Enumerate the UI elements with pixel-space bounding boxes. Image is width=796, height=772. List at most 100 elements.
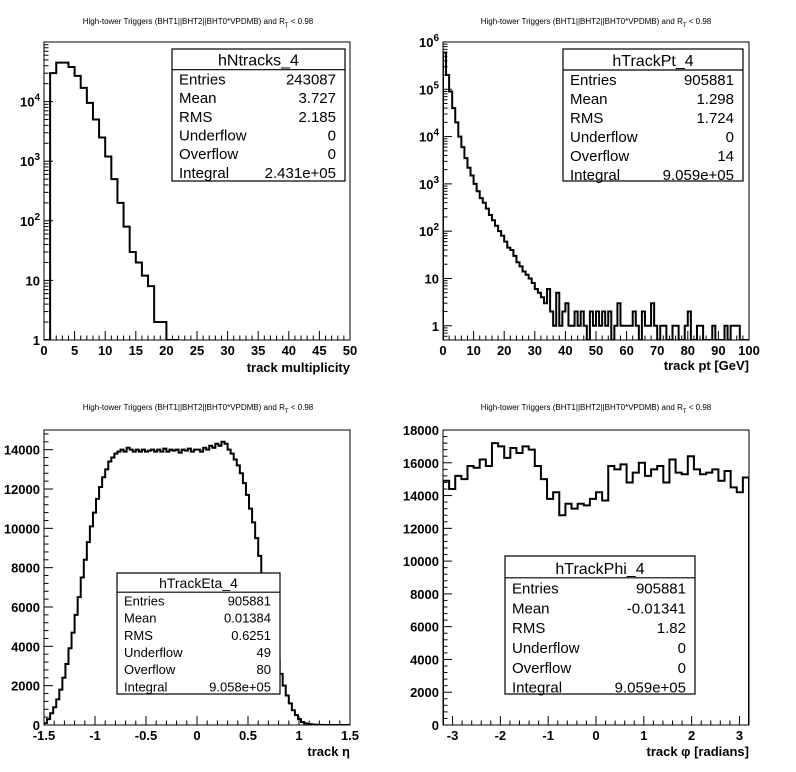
stats-label: Mean [570, 91, 608, 108]
stats-box-name: hTrackPhi_4 [555, 561, 644, 578]
histogram-series [443, 442, 749, 725]
y-tick-label: 1 [432, 319, 439, 334]
x-tick-label: 100 [738, 343, 760, 358]
stats-label: RMS [570, 110, 603, 127]
y-tick-label: 104 [419, 128, 439, 145]
y-tick-label: 0 [432, 718, 439, 733]
histogram-series [443, 51, 749, 340]
x-axis-label: track multiplicity [247, 360, 351, 375]
stats-value: 0.6251 [231, 628, 271, 643]
y-tick-label: 0 [33, 718, 40, 733]
stats-label: Underflow [179, 128, 247, 145]
stats-value: -0.01341 [627, 600, 686, 617]
stats-label: Overflow [179, 146, 238, 163]
stats-value: 1.298 [696, 91, 734, 108]
stats-value: 905881 [636, 581, 686, 598]
stats-label: Overflow [124, 662, 176, 677]
stats-box-frame [116, 572, 281, 695]
y-tick-label: 8000 [11, 561, 40, 576]
y-tick-label: 103 [20, 152, 40, 169]
stats-value: 905881 [228, 593, 271, 608]
stats-box-name: hTrackPt_4 [612, 53, 693, 70]
stats-label: RMS [512, 620, 545, 637]
stats-label: Mean [179, 90, 217, 107]
x-tick-label: 10 [466, 343, 480, 358]
x-tick-label: 45 [312, 343, 326, 358]
stats-value: 2.431e+05 [265, 165, 336, 182]
histogram-panel-trackphi: High-tower Triggers (BHT1||BHT2||BHT0*VP… [403, 403, 750, 759]
y-tick-label: 104 [20, 93, 40, 110]
stats-value: 0 [328, 146, 336, 163]
stats-value: 3.727 [298, 90, 336, 107]
x-tick-label: 15 [129, 343, 143, 358]
stats-box-frame [562, 48, 744, 182]
x-tick-label: 1.5 [341, 728, 359, 743]
x-tick-label: 30 [220, 343, 234, 358]
y-tick-label: 6000 [410, 620, 439, 635]
stats-label: Overflow [570, 148, 629, 165]
y-tick-label: 102 [419, 222, 439, 239]
y-tick-label: 2000 [410, 685, 439, 700]
y-tick-label: 6000 [11, 600, 40, 615]
stats-value: 1.82 [657, 620, 686, 637]
stats-value: 0 [328, 128, 336, 145]
x-tick-label: 10 [98, 343, 112, 358]
x-tick-label: 40 [558, 343, 572, 358]
y-tick-label: 4000 [11, 639, 40, 654]
x-tick-label: -2 [495, 728, 507, 743]
stats-label: Integral [124, 679, 167, 694]
x-tick-label: 50 [343, 343, 357, 358]
stats-label: Entries [179, 71, 226, 88]
stats-label: Mean [124, 611, 157, 626]
y-tick-label: 12000 [4, 482, 40, 497]
stats-box: hTrackPt_4 Entries 905881 Mean 1.298 RMS 1.724… [562, 48, 744, 184]
stats-value: 80 [257, 662, 271, 677]
stats-label: RMS [179, 109, 212, 126]
stats-label: Integral [179, 165, 229, 182]
stats-value: 0.01384 [224, 611, 271, 626]
x-tick-label: 40 [282, 343, 296, 358]
y-tick-label: 105 [419, 80, 439, 97]
x-tick-label: 20 [497, 343, 511, 358]
stats-value: 2.185 [298, 109, 336, 126]
stats-label: Entries [570, 72, 617, 89]
x-axis-label: track pt [GeV] [664, 358, 749, 373]
x-axis-label: track φ [radians] [646, 744, 749, 759]
x-tick-label: 3 [736, 728, 743, 743]
x-tick-label: 0 [592, 728, 599, 743]
y-tick-label: 10 [425, 271, 439, 286]
x-tick-label: 30 [528, 343, 542, 358]
stats-label: Underflow [124, 645, 183, 660]
y-tick-label: 10000 [4, 521, 40, 536]
x-tick-label: 70 [650, 343, 664, 358]
x-tick-label: 5 [71, 343, 78, 358]
x-tick-label: -1 [542, 728, 554, 743]
stats-value: 9.059e+05 [615, 680, 686, 697]
stats-box: hTrackPhi_4 Entries 905881 Mean -0.01341 RMS 1… [504, 555, 696, 697]
plot-title: High-tower Triggers (BHT1||BHT2||BHT0*VP… [83, 403, 314, 415]
y-tick-label: 18000 [403, 423, 439, 438]
stats-label: Mean [512, 600, 550, 617]
x-tick-label: 90 [711, 343, 725, 358]
stats-label: Underflow [512, 640, 580, 657]
y-tick-label: 10 [26, 273, 40, 288]
x-tick-label: -3 [447, 728, 459, 743]
x-tick-label: -0.5 [135, 728, 157, 743]
stats-box: hTrackEta_4 Entries 905881 Mean 0.01384 RMS 0.… [116, 572, 281, 695]
x-tick-label: 0 [40, 343, 47, 358]
stats-value: 905881 [684, 72, 734, 89]
stats-label: Underflow [570, 129, 638, 146]
x-tick-label: 0 [193, 728, 200, 743]
y-tick-label: 106 [419, 33, 439, 50]
y-tick-label: 8000 [410, 587, 439, 602]
stats-label: RMS [124, 628, 153, 643]
x-tick-label: -1 [89, 728, 101, 743]
x-tick-label: 0.5 [239, 728, 257, 743]
stats-label: Integral [570, 167, 620, 184]
y-tick-label: 10000 [403, 554, 439, 569]
stats-value: 9.059e+05 [663, 167, 734, 184]
stats-label: Integral [512, 680, 562, 697]
x-tick-label: 20 [159, 343, 173, 358]
